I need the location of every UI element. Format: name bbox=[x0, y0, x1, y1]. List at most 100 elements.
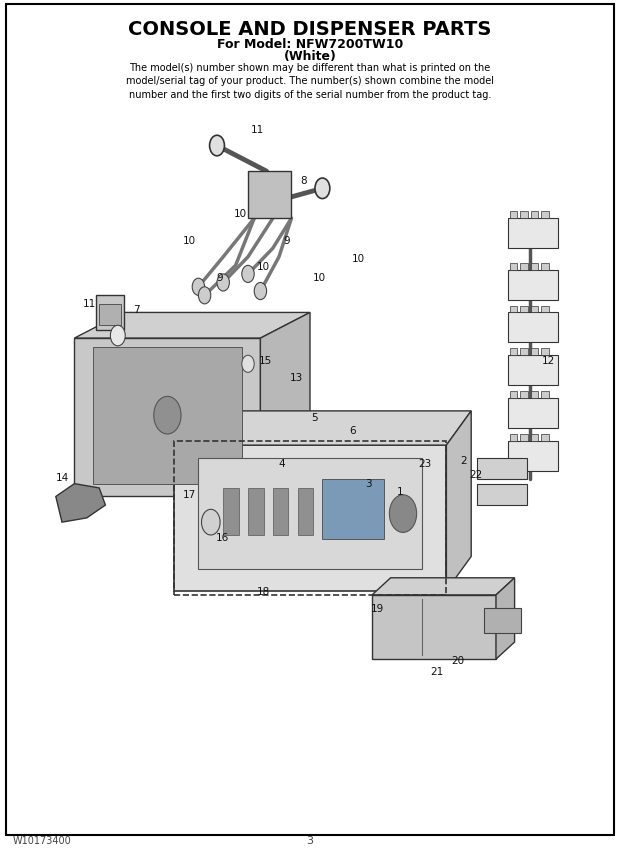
Polygon shape bbox=[56, 484, 105, 522]
Bar bbox=[520, 211, 528, 218]
Text: 1: 1 bbox=[397, 487, 403, 497]
Text: 4: 4 bbox=[279, 459, 285, 469]
Circle shape bbox=[254, 282, 267, 300]
Circle shape bbox=[154, 396, 181, 434]
Circle shape bbox=[198, 287, 211, 304]
Bar bbox=[248, 171, 291, 218]
Polygon shape bbox=[446, 411, 471, 591]
Text: 11: 11 bbox=[83, 299, 97, 309]
Text: The model(s) number shown may be different than what is printed on the
model/ser: The model(s) number shown may be differe… bbox=[126, 63, 494, 99]
Text: 5: 5 bbox=[312, 413, 318, 423]
Bar bbox=[508, 398, 558, 428]
Bar bbox=[510, 391, 517, 398]
Text: 20: 20 bbox=[451, 656, 464, 666]
Bar bbox=[298, 488, 313, 535]
Bar bbox=[510, 306, 517, 312]
Bar bbox=[477, 458, 527, 479]
Polygon shape bbox=[260, 312, 310, 496]
Bar bbox=[531, 391, 538, 398]
Polygon shape bbox=[372, 595, 496, 659]
Bar bbox=[508, 441, 558, 471]
Text: 17: 17 bbox=[182, 490, 196, 500]
Text: 6: 6 bbox=[349, 426, 355, 437]
Text: 10: 10 bbox=[182, 236, 196, 247]
Polygon shape bbox=[93, 347, 242, 484]
Bar bbox=[531, 306, 538, 312]
Text: 14: 14 bbox=[55, 473, 69, 483]
Circle shape bbox=[217, 274, 229, 291]
Text: 15: 15 bbox=[259, 356, 272, 366]
Text: 7: 7 bbox=[133, 305, 140, 315]
Bar bbox=[248, 488, 264, 535]
Bar bbox=[508, 218, 558, 248]
Text: 10: 10 bbox=[312, 273, 326, 283]
Bar bbox=[273, 488, 288, 535]
Text: 16: 16 bbox=[215, 532, 229, 543]
Polygon shape bbox=[174, 445, 446, 591]
Text: W10173400: W10173400 bbox=[12, 835, 71, 846]
Bar bbox=[510, 348, 517, 355]
Circle shape bbox=[242, 265, 254, 282]
Polygon shape bbox=[372, 578, 515, 595]
Circle shape bbox=[210, 135, 224, 156]
Text: 10: 10 bbox=[352, 253, 365, 264]
Bar bbox=[508, 355, 558, 385]
Text: 3: 3 bbox=[306, 835, 314, 846]
Text: 3: 3 bbox=[366, 479, 372, 489]
Text: 11: 11 bbox=[250, 125, 264, 135]
Circle shape bbox=[389, 495, 417, 532]
Bar bbox=[541, 434, 549, 441]
Text: 18: 18 bbox=[257, 587, 270, 597]
Text: 10: 10 bbox=[257, 262, 270, 272]
Bar bbox=[322, 479, 384, 539]
Bar bbox=[477, 484, 527, 505]
Text: 9: 9 bbox=[283, 236, 290, 247]
Bar bbox=[520, 434, 528, 441]
Bar bbox=[541, 348, 549, 355]
Text: For Model: NFW7200TW10: For Model: NFW7200TW10 bbox=[217, 38, 403, 51]
Bar bbox=[531, 263, 538, 270]
Bar bbox=[510, 263, 517, 270]
Bar bbox=[531, 211, 538, 218]
Text: 12: 12 bbox=[542, 356, 556, 366]
Circle shape bbox=[192, 278, 205, 295]
Bar bbox=[541, 263, 549, 270]
Text: 23: 23 bbox=[418, 459, 432, 469]
Text: eReplacementParts.com: eReplacementParts.com bbox=[200, 419, 420, 437]
Bar bbox=[541, 306, 549, 312]
Text: CONSOLE AND DISPENSER PARTS: CONSOLE AND DISPENSER PARTS bbox=[128, 21, 492, 39]
Polygon shape bbox=[198, 458, 422, 569]
Polygon shape bbox=[74, 312, 310, 338]
Text: 13: 13 bbox=[290, 373, 303, 383]
Bar bbox=[510, 211, 517, 218]
Text: 2: 2 bbox=[461, 455, 467, 466]
Polygon shape bbox=[174, 411, 471, 445]
Circle shape bbox=[110, 325, 125, 346]
Bar bbox=[223, 488, 239, 535]
Bar bbox=[510, 434, 517, 441]
Bar bbox=[541, 211, 549, 218]
Circle shape bbox=[315, 178, 330, 199]
Bar bbox=[520, 391, 528, 398]
Polygon shape bbox=[74, 338, 260, 496]
Text: (White): (White) bbox=[283, 50, 337, 63]
Circle shape bbox=[242, 355, 254, 372]
Bar bbox=[520, 263, 528, 270]
Bar bbox=[174, 441, 446, 595]
Bar bbox=[508, 270, 558, 300]
Bar bbox=[531, 434, 538, 441]
Polygon shape bbox=[496, 578, 515, 659]
Text: 9: 9 bbox=[217, 273, 223, 283]
Circle shape bbox=[202, 509, 220, 535]
Bar bbox=[508, 312, 558, 342]
Text: 19: 19 bbox=[370, 604, 384, 615]
Text: 8: 8 bbox=[301, 176, 307, 187]
Bar bbox=[531, 348, 538, 355]
Text: 22: 22 bbox=[469, 470, 483, 480]
Bar bbox=[96, 295, 124, 330]
Bar bbox=[520, 348, 528, 355]
Text: 21: 21 bbox=[430, 667, 444, 677]
Bar bbox=[520, 306, 528, 312]
Bar bbox=[541, 391, 549, 398]
Bar bbox=[484, 608, 521, 633]
